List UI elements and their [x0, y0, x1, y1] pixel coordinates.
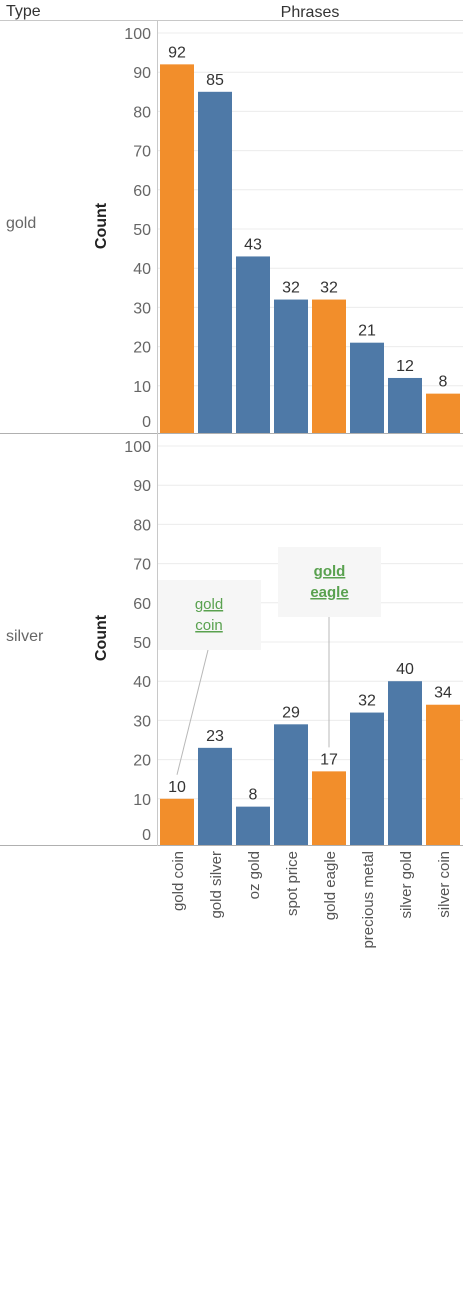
y-tick-label: 0: [142, 827, 151, 844]
y-tick-label: 30: [133, 300, 151, 317]
y-tick-label: 80: [133, 517, 151, 534]
data-label: 43: [244, 236, 262, 253]
bar-gold-gold-silver[interactable]: [198, 91, 232, 434]
bar-silver-gold-silver[interactable]: [198, 747, 232, 845]
bar-silver-oz-gold[interactable]: [236, 806, 270, 845]
y-tick-label: 50: [133, 635, 151, 652]
row-label-silver: silver: [6, 628, 44, 645]
bar-gold-silver-coin[interactable]: [426, 393, 460, 433]
x-category-label: spot price: [284, 851, 301, 916]
data-label: 32: [358, 693, 376, 710]
y-tick-label: 20: [133, 753, 151, 770]
data-label: 12: [396, 358, 414, 375]
y-axis-title: Count: [93, 202, 110, 249]
panel-silver: silver Count 0 10 20 30 40 50 60 70 80 90 100 10 23 8 29…: [6, 439, 463, 845]
y-tick-label: 90: [133, 65, 151, 82]
y-tick-label: 10: [133, 792, 151, 809]
row-label-gold: gold: [6, 215, 36, 232]
y-tick-label: 40: [133, 674, 151, 691]
annotation-text[interactable]: gold: [314, 563, 346, 580]
bar-silver-gold-eagle[interactable]: [312, 771, 346, 845]
y-tick-label: 60: [133, 183, 151, 200]
y-axis-title: Count: [93, 614, 110, 661]
column-header-phrases: Phrases: [281, 4, 340, 21]
y-tick-label: 50: [133, 222, 151, 239]
data-label: 8: [249, 787, 258, 804]
x-category-label: gold coin: [170, 851, 187, 911]
data-label: 21: [358, 323, 376, 340]
annotation-text[interactable]: eagle: [310, 584, 348, 601]
y-tick-label: 10: [133, 379, 151, 396]
data-label: 92: [168, 44, 186, 61]
bar-silver-silver-gold[interactable]: [388, 681, 422, 845]
y-tick-label: 40: [133, 261, 151, 278]
y-tick-label: 70: [133, 144, 151, 161]
y-tick-label: 30: [133, 713, 151, 730]
bar-gold-silver-gold[interactable]: [388, 377, 422, 433]
y-tick-label: 100: [124, 26, 151, 43]
data-label: 10: [168, 779, 186, 796]
x-category-label: gold silver: [208, 851, 225, 919]
bar-silver-precious-metal[interactable]: [350, 712, 384, 845]
bar-gold-gold-coin[interactable]: [160, 64, 194, 434]
annotation-leader-line: [176, 649, 209, 775]
bar-silver-gold-coin[interactable]: [160, 798, 194, 845]
y-tick-label: 90: [133, 478, 151, 495]
annotation-box: [278, 547, 381, 617]
data-label: 32: [320, 280, 338, 297]
y-tick-label: 0: [142, 414, 151, 431]
data-label: 40: [396, 661, 414, 678]
bar-silver-silver-coin[interactable]: [426, 704, 460, 845]
y-tick-label: 70: [133, 557, 151, 574]
x-category-label: silver gold: [398, 851, 415, 919]
bar-gold-gold-eagle[interactable]: [312, 299, 346, 433]
x-category-label: silver coin: [436, 851, 453, 918]
x-category-label: precious metal: [360, 851, 377, 949]
bar-silver-spot-price[interactable]: [274, 724, 308, 845]
data-label: 17: [320, 751, 338, 768]
data-label: 23: [206, 728, 224, 745]
data-label: 29: [282, 704, 300, 721]
x-category-label: oz gold: [246, 851, 263, 899]
bar-gold-spot-price[interactable]: [274, 299, 308, 433]
data-label: 85: [206, 72, 224, 89]
panel-gold: gold Count 0 10 20 30 40 50 60 70 80 90 100 92 85 43 32 3…: [6, 26, 463, 434]
x-category-label: gold eagle: [322, 851, 339, 920]
y-tick-label: 80: [133, 104, 151, 121]
annotation-text[interactable]: gold: [195, 596, 223, 613]
y-tick-label: 20: [133, 340, 151, 357]
bar-gold-precious-metal[interactable]: [350, 342, 384, 433]
data-label: 32: [282, 280, 300, 297]
data-label: 34: [434, 685, 452, 702]
row-header-type: Type: [6, 3, 41, 20]
y-tick-label: 100: [124, 439, 151, 456]
y-tick-label: 60: [133, 596, 151, 613]
data-label: 8: [439, 374, 448, 391]
annotation-box: [157, 580, 261, 650]
annotation-text[interactable]: coin: [195, 617, 223, 634]
bar-gold-oz-gold[interactable]: [236, 256, 270, 433]
